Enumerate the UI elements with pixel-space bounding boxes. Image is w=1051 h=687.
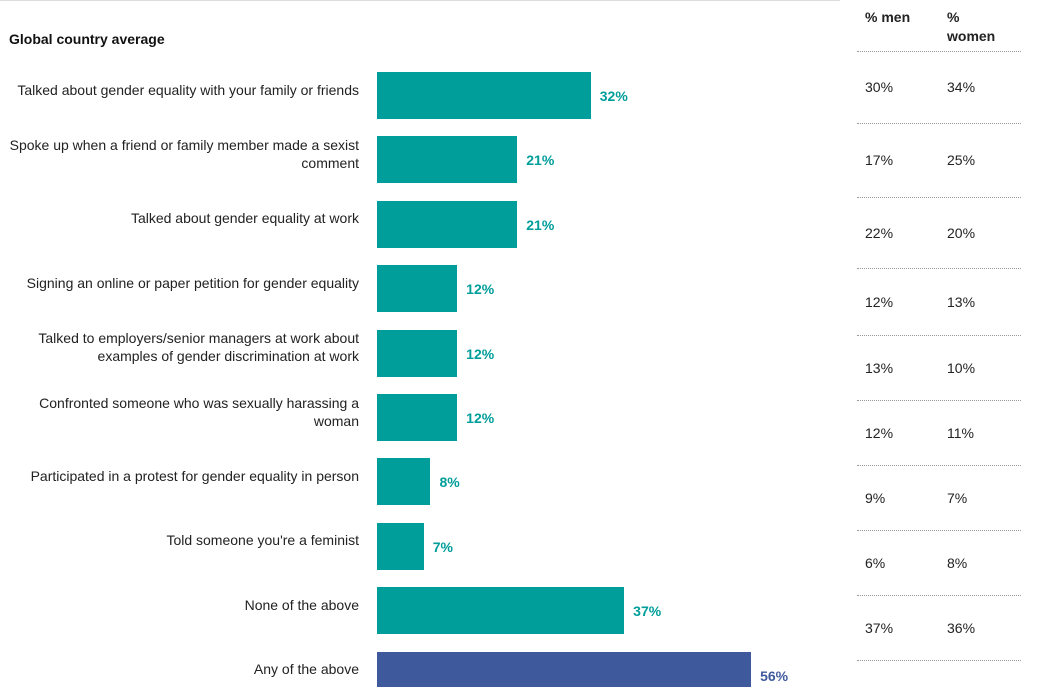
category-label: Participated in a protest for gender equ…	[30, 467, 359, 484]
bar	[377, 458, 431, 506]
bar	[377, 265, 458, 313]
category-label: None of the above	[244, 596, 359, 613]
bar	[377, 72, 591, 119]
table-cell: 8%	[947, 554, 968, 571]
bar	[377, 200, 518, 248]
category-label: Told someone you're a feminist	[166, 532, 359, 549]
row-separator	[857, 335, 1021, 336]
table-cell: 36%	[947, 619, 976, 636]
row-separator	[857, 51, 1021, 52]
row-separator	[857, 268, 1021, 269]
table-cell: 37%	[865, 619, 894, 636]
table-cell: 10%	[947, 359, 976, 376]
table-cell: 17%	[865, 152, 894, 168]
table-cell: 13%	[947, 293, 976, 310]
table-cell: 30%	[865, 79, 894, 95]
value-label: 8%	[439, 474, 460, 491]
bar	[377, 587, 625, 635]
chart-title: Global country average	[9, 31, 165, 47]
table-cell: 34%	[947, 79, 976, 95]
value-label: 21%	[526, 216, 555, 233]
bar	[377, 651, 752, 687]
table-cell: 9%	[865, 489, 886, 506]
value-label: 12%	[466, 410, 495, 426]
table-cell: 12%	[865, 293, 894, 310]
bar	[377, 136, 518, 184]
value-label: 12%	[466, 345, 495, 362]
value-label: 32%	[599, 88, 628, 104]
table-cell: 11%	[947, 424, 974, 441]
category-label: Spoke up when a friend or family member …	[9, 136, 359, 171]
category-label: Talked about gender equality with your f…	[17, 81, 359, 98]
category-label: Talked about gender equality at work	[130, 210, 359, 227]
row-separator	[857, 660, 1021, 661]
table-cell: 22%	[865, 224, 894, 241]
category-label: Confronted someone who was sexually hara…	[39, 394, 359, 429]
bar	[377, 522, 424, 570]
column-header: % women	[947, 9, 996, 44]
table-cell: 13%	[865, 359, 894, 376]
table-cell: 25%	[947, 152, 976, 168]
row-separator	[857, 465, 1021, 466]
table-cell: 12%	[865, 424, 894, 441]
bar	[377, 329, 458, 377]
category-label: Signing an online or paper petition for …	[26, 274, 359, 291]
value-label: 7%	[432, 538, 453, 555]
row-separator	[857, 400, 1021, 401]
category-label: Talked to employers/senior managers at w…	[38, 330, 359, 365]
column-header: % men	[865, 9, 911, 25]
value-label: 21%	[526, 152, 555, 169]
value-label: 12%	[466, 281, 495, 298]
category-label: Any of the above	[253, 661, 359, 678]
table-cell: 20%	[947, 224, 976, 241]
table-cell: 7%	[947, 489, 968, 506]
row-separator	[857, 595, 1021, 596]
row-separator	[857, 530, 1021, 531]
row-separator	[857, 123, 1021, 124]
row-separator	[857, 197, 1021, 198]
value-label: 37%	[633, 603, 662, 620]
top-border	[0, 0, 840, 1]
bar	[377, 394, 458, 441]
value-label: 56%	[760, 667, 789, 684]
table-cell: 6%	[865, 554, 886, 571]
